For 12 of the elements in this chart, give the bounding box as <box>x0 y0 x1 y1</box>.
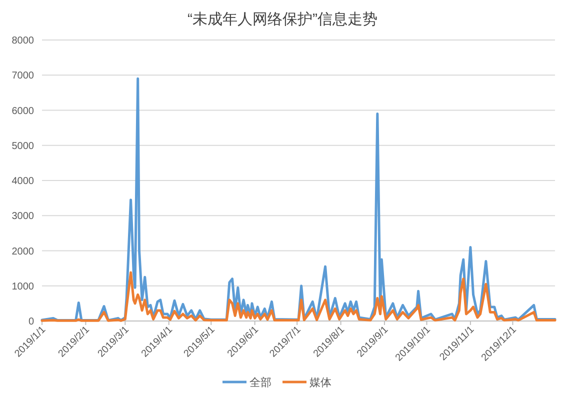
y-tick-label: 6000 <box>12 106 34 117</box>
y-tick-label: 1000 <box>12 281 34 292</box>
title: “未成年人网络保护”信息走势 <box>188 11 378 28</box>
y-tick-label: 7000 <box>12 70 34 82</box>
y-tick-label: 5000 <box>12 140 34 152</box>
y-tick-label: 0 <box>28 316 34 328</box>
legend-label: 全部 <box>250 376 272 389</box>
y-tick-label: 3000 <box>12 211 34 222</box>
legend-label: 媒体 <box>310 377 332 389</box>
y-tick-label: 4000 <box>12 176 34 187</box>
y-tick-label: 2000 <box>12 246 34 258</box>
y-tick-label: 8000 <box>12 36 34 46</box>
